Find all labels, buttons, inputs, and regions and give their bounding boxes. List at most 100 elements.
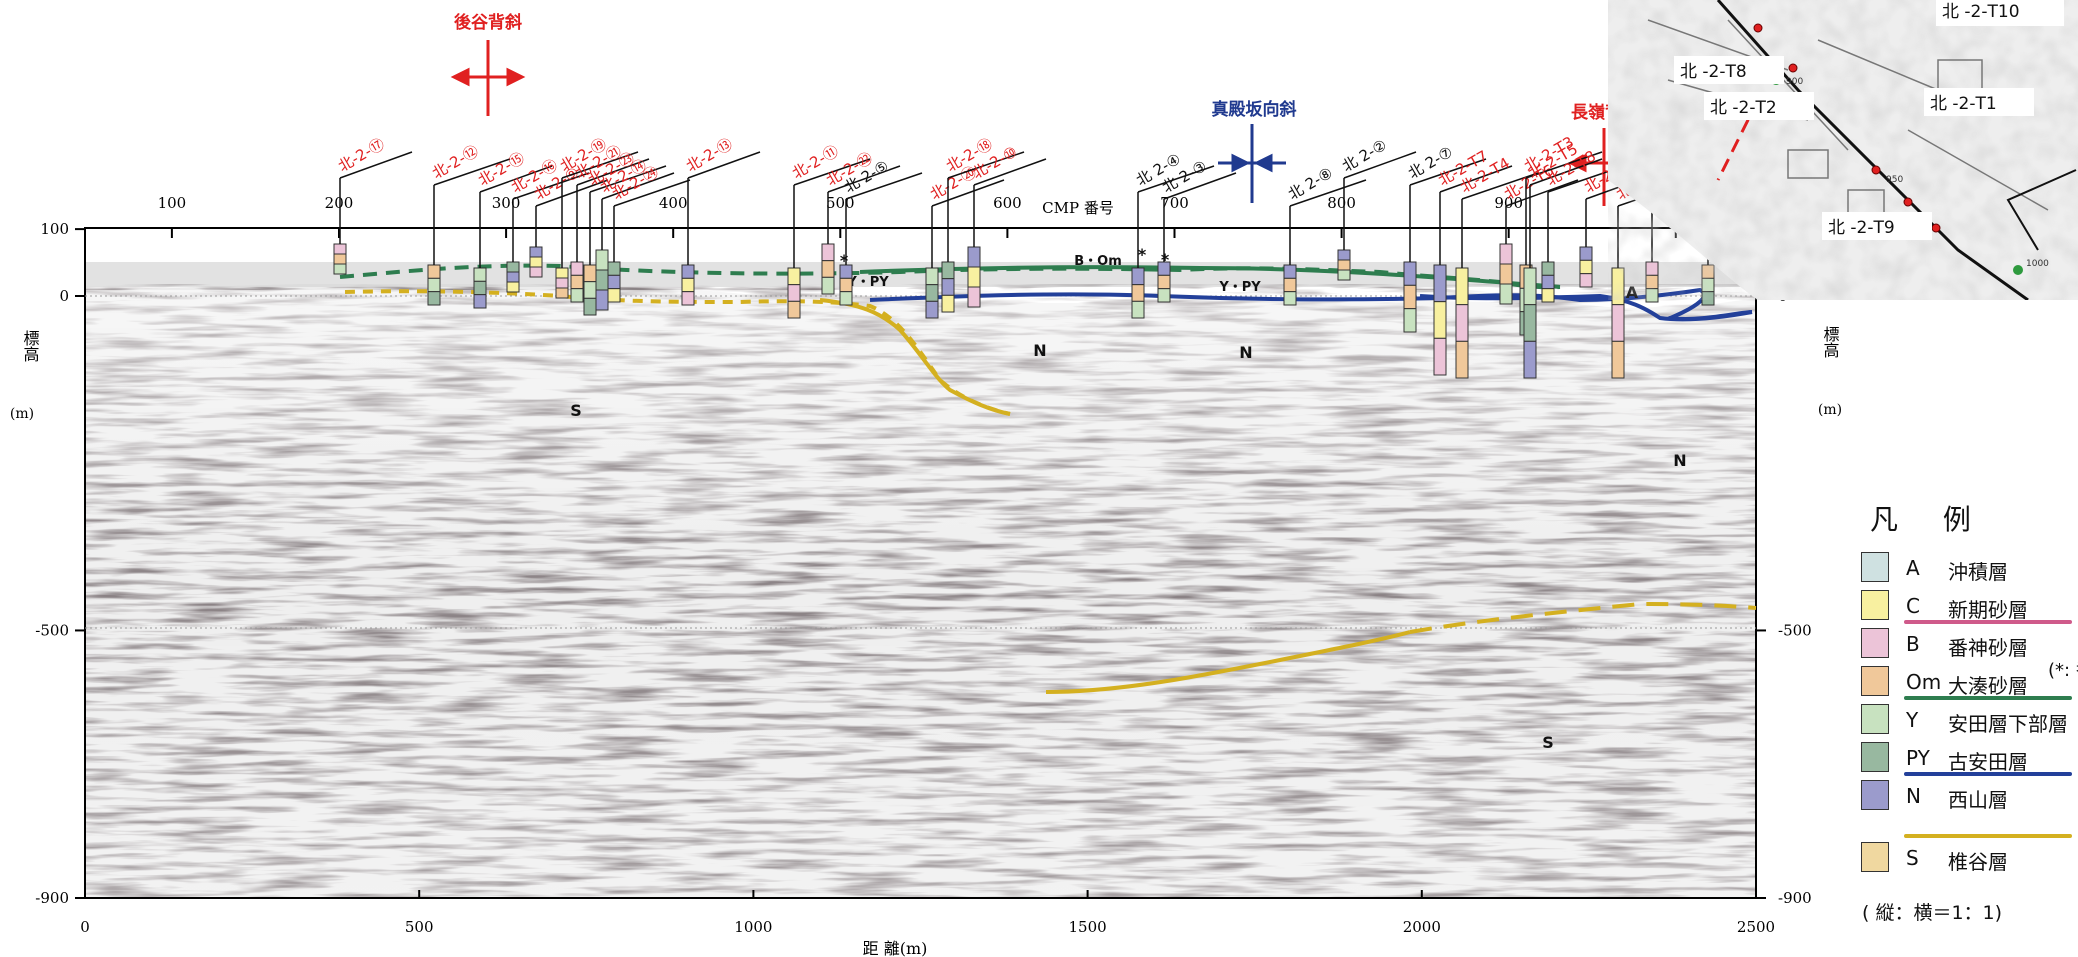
legend-line bbox=[1904, 834, 2072, 838]
map-label: 北 -2-T2 bbox=[1710, 98, 1777, 118]
layer-label: * bbox=[840, 251, 849, 270]
distance-tick-label: 0 bbox=[80, 918, 90, 936]
legend-code: C bbox=[1906, 594, 1920, 618]
elevation-axis-right: 1000-500-900 bbox=[1756, 220, 1812, 907]
map-label: 北 -2-T9 bbox=[1828, 218, 1895, 238]
map-label: 北 -2-T8 bbox=[1680, 62, 1747, 82]
legend-name: 番神砂層 bbox=[1948, 636, 2028, 660]
structure-label: 後谷背斜 bbox=[454, 12, 522, 33]
map-number: 950 bbox=[1886, 175, 1903, 185]
legend-name: 新期砂層 bbox=[1948, 598, 2028, 622]
legend-title: 凡 例 bbox=[1870, 503, 1989, 536]
distance-tick-label: 1500 bbox=[1069, 918, 1107, 936]
elevation-tick-label: 0 bbox=[59, 287, 69, 305]
cmp-tick-label: 100 bbox=[158, 194, 187, 212]
layer-label: Y・PY bbox=[1218, 280, 1261, 295]
cmp-tick-label: 900 bbox=[1494, 194, 1523, 212]
legend-code: S bbox=[1906, 846, 1919, 870]
legend-swatch bbox=[1861, 666, 1889, 696]
layer-label: B・Om bbox=[1074, 254, 1122, 269]
legend-item: S 椎谷層 bbox=[1858, 838, 2078, 876]
cmp-tick-label: 400 bbox=[659, 194, 688, 212]
legend-code: Y bbox=[1906, 708, 1919, 732]
legend-swatch bbox=[1861, 704, 1889, 734]
elevation-unit-right: (m) bbox=[1818, 402, 1842, 418]
legend-swatch bbox=[1861, 842, 1889, 872]
legend-item: Y 安田層下部層 bbox=[1858, 700, 2078, 738]
legend-item: B 番神砂層 bbox=[1858, 624, 2078, 662]
layer-label: Y・PY bbox=[846, 275, 889, 290]
layer-label: N bbox=[1673, 451, 1686, 470]
map-label: 北 -2-T1 bbox=[1930, 94, 1997, 114]
cmp-tick-label: 200 bbox=[325, 194, 354, 212]
yellow-horizon-upper bbox=[344, 289, 1011, 416]
location-map-inset: 北 -2-T10 北 -2-T8 北 -2-T2 北 -2-T1 北 -2-T9… bbox=[1608, 0, 2078, 300]
elevation-unit-left: (m) bbox=[10, 406, 34, 422]
elevation-title-right: 標高 bbox=[1821, 326, 1840, 358]
legend-code: A bbox=[1906, 556, 1920, 580]
legend-name: 大湊砂層 bbox=[1948, 674, 2028, 698]
legend-line bbox=[1904, 772, 2072, 776]
legend-swatch bbox=[1861, 628, 1889, 658]
map-number: 1000 bbox=[2026, 259, 2049, 269]
legend-note: (*: 番 bbox=[2048, 660, 2078, 681]
layer-label: * bbox=[1138, 245, 1147, 264]
legend-item: A 沖積層 bbox=[1858, 548, 2078, 586]
legend-code: B bbox=[1906, 632, 1920, 656]
structure-label: 真殿坂向斜 bbox=[1212, 99, 1297, 120]
syncline-symbol bbox=[1218, 124, 1286, 203]
distance-tick-label: 2000 bbox=[1403, 918, 1441, 936]
layer-label: N bbox=[1033, 341, 1046, 360]
distance-axis-title: 距 離(m) bbox=[863, 939, 928, 957]
distance-axis: 0 500 1000 1500 2000 2500 bbox=[80, 890, 1775, 936]
elevation-tick-label: -500 bbox=[35, 621, 69, 639]
elevation-title-left: 標高 bbox=[21, 330, 40, 362]
elevation-tick-label: -900 bbox=[35, 889, 69, 907]
borehole-label: 北-2-⑬ bbox=[683, 135, 736, 176]
legend-name: 西山層 bbox=[1948, 788, 2008, 812]
layer-label: S bbox=[570, 401, 582, 420]
legend-item: C 新期砂層 bbox=[1858, 586, 2078, 624]
legend: 凡 例 A 沖積層 C 新期砂層 B 番神砂層 Om 大湊砂層 Y 安田層下部層 PY 古安田層 N 西山… bbox=[1858, 498, 2078, 876]
scale-ratio: ( 縦：横＝1：1) bbox=[1862, 902, 2003, 924]
distance-tick-label: 500 bbox=[405, 918, 434, 936]
elevation-axis-left: 100 0 -500 -900 bbox=[35, 220, 85, 907]
cmp-tick-label: 600 bbox=[993, 194, 1022, 212]
cmp-axis-title: CMP 番号 bbox=[1042, 199, 1114, 217]
anticline-symbol-1 bbox=[450, 40, 526, 116]
legend-code: Om bbox=[1906, 670, 1942, 694]
legend-name: 安田層下部層 bbox=[1948, 712, 2068, 736]
seismic-image bbox=[85, 284, 1756, 898]
legend-item: N 西山層 bbox=[1858, 776, 2078, 838]
legend-swatch bbox=[1861, 590, 1889, 620]
layer-label: * bbox=[1161, 250, 1170, 269]
map-labels: 北 -2-T10 北 -2-T8 北 -2-T2 北 -2-T1 北 -2-T9 bbox=[1674, 0, 2064, 240]
legend-swatch bbox=[1861, 780, 1889, 810]
elevation-tick-label: -900 bbox=[1778, 889, 1812, 907]
legend-code: N bbox=[1906, 784, 1921, 808]
borehole-label: 北-2-⑫ bbox=[429, 142, 482, 183]
legend-swatch bbox=[1861, 742, 1889, 772]
legend-swatch bbox=[1861, 552, 1889, 582]
layer-label: S bbox=[1542, 733, 1554, 752]
distance-tick-label: 1000 bbox=[734, 918, 772, 936]
cmp-tick-label: 800 bbox=[1327, 194, 1356, 212]
legend-name: 沖積層 bbox=[1948, 560, 2008, 584]
map-number: 900 bbox=[1786, 77, 1803, 87]
distance-tick-label: 2500 bbox=[1737, 918, 1775, 936]
borehole-label: 北-2-⑰ bbox=[335, 135, 388, 176]
layer-label: A bbox=[1626, 283, 1639, 302]
yellow-horizon-deep bbox=[1045, 630, 1411, 694]
legend-name: 椎谷層 bbox=[1948, 850, 2008, 874]
legend-line bbox=[1904, 620, 2072, 624]
layer-label: N bbox=[1239, 343, 1252, 362]
legend-item: PY 古安田層 bbox=[1858, 738, 2078, 776]
elevation-tick-label: 100 bbox=[40, 220, 69, 238]
legend-line bbox=[1904, 696, 2072, 700]
elevation-tick-label: -500 bbox=[1778, 621, 1812, 639]
legend-code: PY bbox=[1906, 746, 1930, 770]
legend-item: Om 大湊砂層 bbox=[1858, 662, 2078, 700]
borehole-label: 北 2-② bbox=[1339, 136, 1390, 176]
